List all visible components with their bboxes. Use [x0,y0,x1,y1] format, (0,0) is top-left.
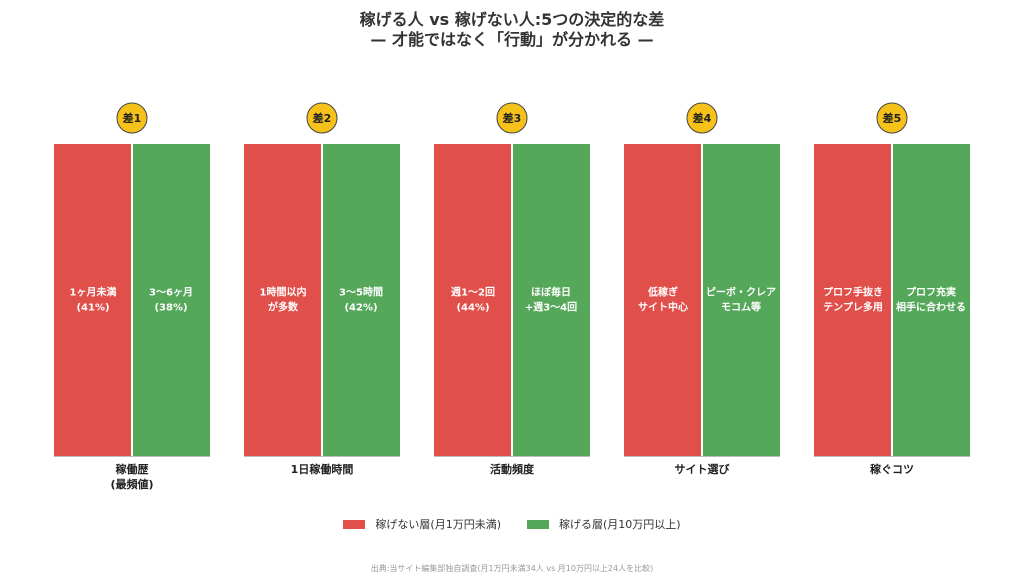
bar-high-4 [702,144,780,456]
bar-low-3 [434,144,512,456]
badge-label-5: 差5 [883,111,902,125]
bar-label-low-4: 低稼ぎサイト中心 [638,286,688,314]
legend-item-low-earners: 稼げない層(月1万円未満) [343,516,501,532]
category-label-5: 稼ぐコツ [870,462,914,476]
source-note: 出典:当サイト編集部独自調査(月1万円未満34人 vs 月10万円以上24人を比… [370,564,654,573]
badge-label-2: 差2 [313,111,332,125]
badge-label-4: 差4 [693,111,712,125]
category-label-2: 1日稼働時間 [291,462,354,476]
bar-low-4 [624,144,702,456]
legend-label-low-earners: 稼げない層(月1万円未満) [375,518,501,531]
bar-low-1 [54,144,132,456]
legend: 稼げない層(月1万円未満) 稼げる層(月10万円以上) [0,516,1024,532]
legend-swatch-green [527,519,549,529]
chart-title: 稼げる人 vs 稼げない人:5つの決定的な差 [359,10,665,29]
badge-circle-1 [116,102,148,134]
bar-label-high-1: 3〜6ヶ月(38%) [149,287,193,314]
legend-swatch-red [343,519,366,529]
badge-circle-5 [876,102,908,134]
bar-label-low-5: プロフ手抜きテンプレ多用 [823,286,883,314]
category-label-1: 稼働歴(最頻値) [110,462,153,491]
bar-label-low-2: 1時間以内が多数 [260,286,307,314]
legend-label-high-earners: 稼げる層(月10万円以上) [559,518,681,531]
comparison-chart: 1ヶ月未満(41%) 3〜6ヶ月(38%) 差1 稼働歴(最頻値) 1時間以内が多数 3〜… [54,102,970,491]
bar-low-2 [244,144,322,456]
bar-label-low-1: 1ヶ月未満(41%) [70,286,117,314]
bar-high-5 [892,144,970,456]
badge-circle-2 [306,102,338,134]
chart-subtitle: — 才能ではなく「行動」が分かれる — [370,30,654,49]
bar-label-high-2: 3〜5時間(42%) [339,286,383,314]
bar-high-2 [322,144,400,456]
category-label-3: 活動頻度 [490,462,535,476]
bar-high-1 [132,144,210,456]
badge-label-3: 差3 [503,111,522,125]
legend-item-high-earners: 稼げる層(月10万円以上) [527,516,681,532]
bar-label-high-5: プロフ充実相手に合わせる [896,286,966,314]
badge-circle-3 [496,102,528,134]
category-label-4: サイト選び [675,462,731,476]
bar-label-high-4: ピーボ・クレアモコム等 [706,286,776,314]
bar-low-5 [814,144,892,456]
bar-label-low-3: 週1〜2回(44%) [451,287,495,314]
badge-label-1: 差1 [123,111,142,125]
bar-high-3 [512,144,590,456]
bar-label-high-3: ほぼ毎日+週3〜4回 [525,286,577,314]
badge-circle-4 [686,102,718,134]
